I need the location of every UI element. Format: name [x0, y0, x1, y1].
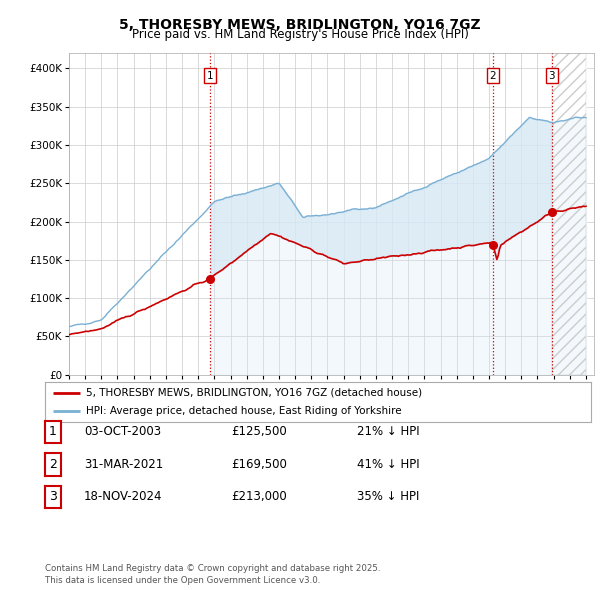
- Text: 18-NOV-2024: 18-NOV-2024: [84, 490, 163, 503]
- Text: 2: 2: [49, 458, 57, 471]
- Text: 1: 1: [49, 425, 57, 438]
- Text: 1: 1: [207, 71, 214, 81]
- Text: 31-MAR-2021: 31-MAR-2021: [84, 458, 163, 471]
- Text: 2: 2: [490, 71, 496, 81]
- Text: HPI: Average price, detached house, East Riding of Yorkshire: HPI: Average price, detached house, East…: [86, 406, 401, 416]
- Text: 35% ↓ HPI: 35% ↓ HPI: [357, 490, 419, 503]
- Text: 03-OCT-2003: 03-OCT-2003: [84, 425, 161, 438]
- Text: Price paid vs. HM Land Registry's House Price Index (HPI): Price paid vs. HM Land Registry's House …: [131, 28, 469, 41]
- Text: 3: 3: [548, 71, 555, 81]
- Text: Contains HM Land Registry data © Crown copyright and database right 2025.
This d: Contains HM Land Registry data © Crown c…: [45, 565, 380, 585]
- Text: 5, THORESBY MEWS, BRIDLINGTON, YO16 7GZ (detached house): 5, THORESBY MEWS, BRIDLINGTON, YO16 7GZ …: [86, 388, 422, 398]
- Text: £125,500: £125,500: [231, 425, 287, 438]
- Text: 5, THORESBY MEWS, BRIDLINGTON, YO16 7GZ: 5, THORESBY MEWS, BRIDLINGTON, YO16 7GZ: [119, 18, 481, 32]
- Text: 21% ↓ HPI: 21% ↓ HPI: [357, 425, 419, 438]
- Text: £169,500: £169,500: [231, 458, 287, 471]
- Text: £213,000: £213,000: [231, 490, 287, 503]
- Text: 3: 3: [49, 490, 57, 503]
- Text: 41% ↓ HPI: 41% ↓ HPI: [357, 458, 419, 471]
